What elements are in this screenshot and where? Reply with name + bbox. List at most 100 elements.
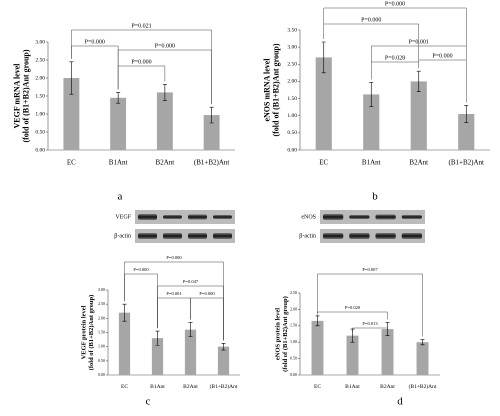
bar bbox=[118, 312, 131, 375]
x-tick-label: B1Ant bbox=[109, 159, 128, 167]
y-axis-title-line: (fold of (B1+B2)Ant group) bbox=[88, 295, 95, 371]
blot-band bbox=[188, 233, 207, 239]
blot-label: eNOS bbox=[301, 214, 316, 220]
significance-bracket bbox=[352, 327, 388, 332]
blot-strip bbox=[320, 210, 425, 224]
significance-label: P=0.000 bbox=[385, 1, 405, 7]
bar bbox=[203, 115, 220, 150]
y-tick-label: 2.00 bbox=[35, 75, 45, 81]
significance-label: P=0.000 bbox=[199, 291, 215, 296]
x-tick-label: (B1+B2)Ant bbox=[449, 159, 485, 167]
significance-bracket bbox=[317, 273, 423, 337]
blot-band bbox=[138, 233, 157, 239]
y-tick-label: 1.00 bbox=[98, 344, 105, 349]
blot-band bbox=[163, 215, 182, 219]
bar bbox=[151, 338, 164, 375]
y-tick-label: 2.00 bbox=[98, 315, 105, 320]
y-tick-label: 1.00 bbox=[287, 113, 297, 119]
panel-label: d bbox=[397, 396, 403, 408]
error-bar bbox=[464, 105, 469, 123]
error-bar bbox=[209, 106, 214, 124]
x-tick-label: B2Ant bbox=[409, 159, 428, 167]
blot-band bbox=[163, 233, 182, 239]
blot-band bbox=[401, 233, 422, 239]
y-tick-label: 3.00 bbox=[98, 287, 105, 292]
blot-band bbox=[349, 215, 370, 219]
y-tick-label: 0.00 bbox=[35, 147, 45, 153]
panel-label: c bbox=[146, 396, 151, 408]
significance-bracket bbox=[190, 297, 224, 341]
significance-bracket bbox=[117, 65, 166, 90]
significance-bracket bbox=[124, 261, 224, 341]
error-bar bbox=[369, 82, 374, 107]
bar bbox=[63, 78, 80, 150]
y-axis-title-line: eNOS mRNA level bbox=[262, 58, 271, 122]
y-tick-label: 2.50 bbox=[98, 301, 105, 306]
y-tick-label: 3.00 bbox=[35, 39, 45, 45]
significance-label: P=0.000 bbox=[361, 17, 381, 23]
bar bbox=[315, 57, 332, 150]
y-axis-title: eNOS mRNA level(fold of (B1+B2)Ant group… bbox=[262, 43, 280, 136]
bar bbox=[217, 346, 230, 375]
blot-band bbox=[323, 233, 344, 239]
x-tick-label: EC bbox=[67, 159, 76, 167]
significance-label: P=0.000 bbox=[166, 255, 182, 260]
bar bbox=[458, 114, 475, 150]
significance-bracket bbox=[317, 311, 388, 320]
x-tick-label: B1Ant bbox=[345, 384, 360, 390]
y-tick-label: 0.50 bbox=[35, 129, 45, 135]
significance-bracket bbox=[371, 61, 419, 80]
error-bar bbox=[416, 70, 421, 93]
bar bbox=[184, 329, 197, 375]
blot-label: β-actin bbox=[299, 233, 316, 239]
x-tick-label: (B1+B2)Ant bbox=[194, 159, 230, 167]
significance-label: P=0.000 bbox=[85, 39, 105, 45]
y-axis-title-line: (fold of (B1+B2)Ant group) bbox=[282, 296, 289, 372]
bar bbox=[381, 329, 394, 375]
bar bbox=[416, 342, 429, 375]
y-axis-title-line: VEGF mRNA level bbox=[12, 63, 21, 129]
blot-strip bbox=[135, 210, 235, 224]
y-tick-label: 0.50 bbox=[287, 130, 297, 136]
significance-label: P=0.000 bbox=[131, 59, 151, 65]
error-bar bbox=[155, 330, 160, 346]
x-tick-label: (B1+B2)Ant bbox=[409, 383, 437, 390]
y-axis-title-line: eNOS protein level bbox=[275, 308, 282, 360]
error-bar bbox=[321, 41, 326, 74]
y-tick-label: 1.00 bbox=[35, 111, 45, 117]
y-tick-label: 2.50 bbox=[35, 57, 45, 63]
significance-label: P=0.001 bbox=[166, 291, 181, 296]
y-tick-label: 1.50 bbox=[35, 93, 45, 99]
error-bar bbox=[221, 342, 226, 351]
blot-strip bbox=[320, 229, 425, 243]
y-axis-title: VEGF protein level(fold of (B1+B2)Ant gr… bbox=[81, 295, 96, 371]
panel-label: a bbox=[118, 191, 123, 203]
y-tick-label: 0.00 bbox=[290, 372, 297, 377]
blot-label: β-actin bbox=[114, 233, 131, 239]
y-tick-label: 1.50 bbox=[98, 329, 105, 334]
y-tick-label: 2.00 bbox=[287, 79, 297, 85]
bar bbox=[346, 335, 359, 375]
y-axis-title-line: (fold of (B1+B2)Ant group) bbox=[271, 43, 280, 136]
significance-bracket bbox=[418, 59, 467, 103]
significance-label: P=0.007 bbox=[362, 267, 378, 272]
x-tick-label: B2Ant bbox=[380, 384, 395, 390]
y-tick-label: 1.50 bbox=[290, 323, 297, 328]
y-tick-label: 1.50 bbox=[287, 96, 297, 102]
x-tick-label: B1Ant bbox=[150, 384, 165, 390]
y-tick-label: 3.00 bbox=[287, 44, 297, 50]
y-tick-label: 0.50 bbox=[98, 358, 105, 363]
y-axis-title-line: VEGF protein level bbox=[81, 305, 88, 359]
y-tick-label: 0.00 bbox=[98, 372, 105, 377]
blot-band bbox=[213, 215, 232, 219]
significance-bracket bbox=[157, 297, 191, 329]
bar bbox=[311, 320, 324, 375]
significance-label: P=0.013 bbox=[362, 321, 378, 326]
y-tick-label: 2.50 bbox=[290, 290, 297, 295]
x-tick-label: B2Ant bbox=[183, 384, 198, 390]
blot-band bbox=[188, 214, 207, 220]
y-tick-label: 2.00 bbox=[290, 306, 297, 311]
blot-band bbox=[401, 215, 422, 219]
significance-label: P=0.000 bbox=[432, 53, 452, 59]
